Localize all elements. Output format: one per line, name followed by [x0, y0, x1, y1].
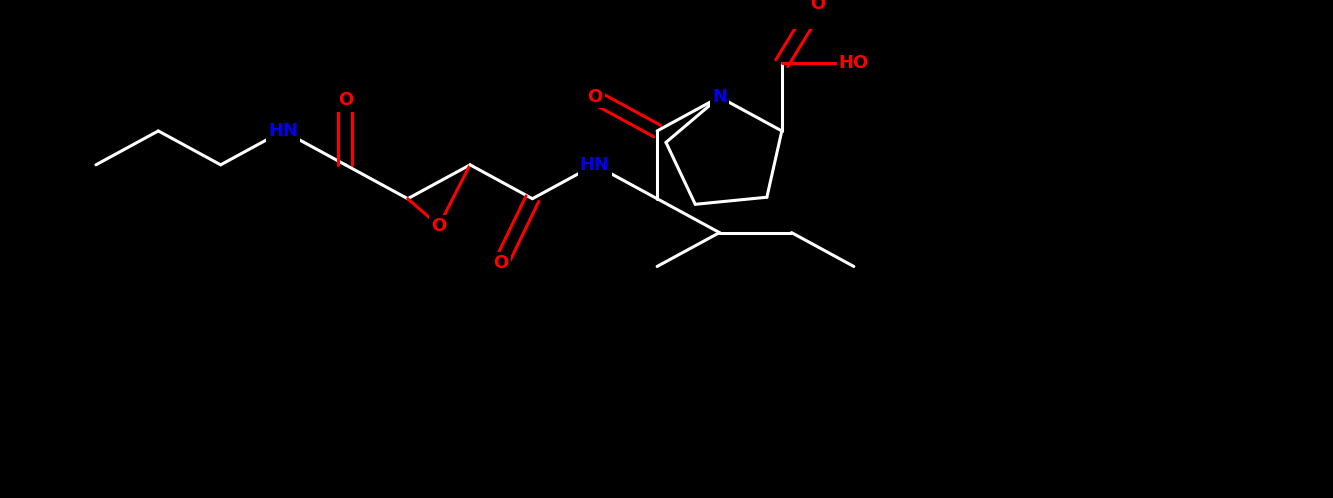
Text: HO: HO: [838, 54, 869, 72]
Text: HN: HN: [580, 156, 609, 174]
Text: O: O: [587, 88, 603, 106]
Text: N: N: [712, 88, 726, 106]
Text: O: O: [493, 254, 509, 272]
Text: O: O: [432, 217, 447, 235]
Text: O: O: [810, 0, 825, 13]
Text: O: O: [337, 92, 353, 110]
Text: HN: HN: [268, 122, 299, 140]
